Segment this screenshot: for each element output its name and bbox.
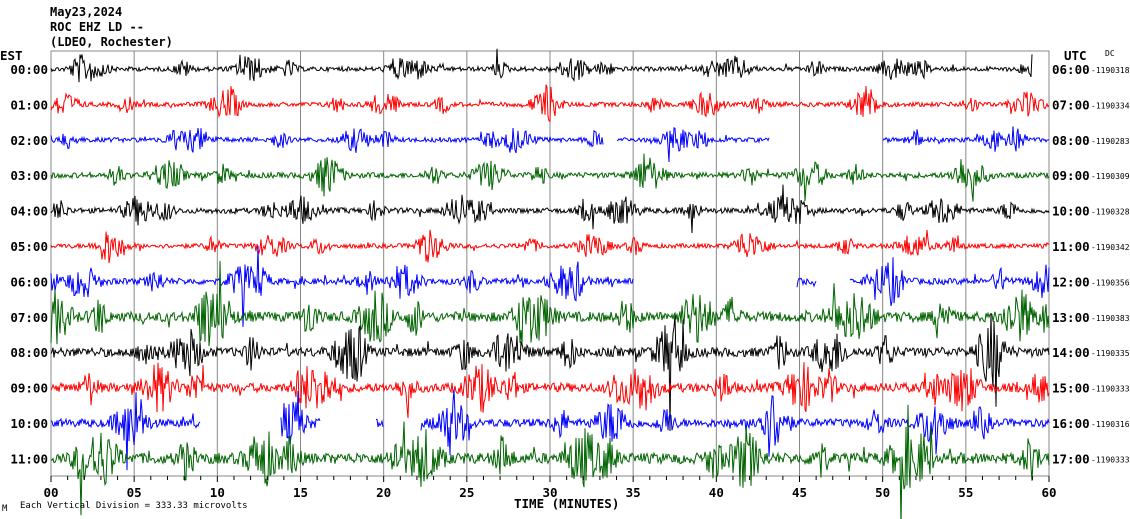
x-tick-label: 30 <box>542 485 557 500</box>
utc-hour-label: 11:00 <box>1052 239 1090 254</box>
utc-axis-title: UTC <box>1064 48 1087 63</box>
est-hour-label: 04:00 <box>10 204 48 219</box>
dc-offset-label: -1190383 <box>1091 314 1130 323</box>
utc-hour-label: 08:00 <box>1052 133 1090 148</box>
utc-hour-label: 14:00 <box>1052 345 1090 360</box>
dc-offset-label: -1190334 <box>1091 101 1130 110</box>
trace-1000 <box>50 389 1050 471</box>
network-label: (LDEO, Rochester) <box>50 35 173 49</box>
est-hour-label: 00:00 <box>10 62 48 77</box>
scale-note: Each Vertical Division = 333.33 microvol… <box>20 501 248 511</box>
x-tick-label: 40 <box>709 485 724 500</box>
x-axis: 00 05 10 15 20 25 30 35 40 45 50 55 60 <box>43 476 1057 500</box>
x-tick-label: 25 <box>459 485 474 500</box>
dc-offset-label: -1190316 <box>1091 420 1130 429</box>
est-hour-label: 10:00 <box>10 416 48 431</box>
est-hour-label: 09:00 <box>10 381 48 396</box>
est-hour-label: 08:00 <box>10 345 48 360</box>
trace-0100 <box>50 84 1050 123</box>
dc-offset-label: -1190333 <box>1091 385 1130 394</box>
trace-1100 <box>50 404 1050 519</box>
est-hour-label: 01:00 <box>10 97 48 112</box>
trace-0700 <box>50 260 1050 347</box>
est-hour-label: 06:00 <box>10 274 48 289</box>
dc-offset-label: -1190356 <box>1091 278 1130 287</box>
dc-title: DC <box>1105 49 1115 58</box>
dc-offset-label: -1190309 <box>1091 172 1130 181</box>
trace-0300 <box>50 153 1050 202</box>
trace-0200 <box>50 126 1049 163</box>
x-tick-label: 60 <box>1041 485 1056 500</box>
dc-offset-label: -1190318 <box>1091 66 1130 75</box>
est-hour-label: 05:00 <box>10 239 48 254</box>
est-axis-title: EST <box>0 48 23 63</box>
x-tick-label: 05 <box>127 485 142 500</box>
x-tick-label: 50 <box>875 485 890 500</box>
x-tick-label: 45 <box>792 485 807 500</box>
x-tick-label: 00 <box>43 485 58 500</box>
dc-offset-label: -1190328 <box>1091 208 1130 217</box>
utc-hour-label: 13:00 <box>1052 310 1090 325</box>
traces <box>51 49 1049 519</box>
grid-lines <box>133 51 967 476</box>
utc-hour-label: 12:00 <box>1052 274 1090 289</box>
corner-mark: M <box>2 504 8 514</box>
est-hour-label: 11:00 <box>10 451 48 466</box>
utc-hour-label: 16:00 <box>1052 416 1090 431</box>
dc-offset-label: -1190333 <box>1091 455 1130 464</box>
trace-0500 <box>50 229 1050 264</box>
utc-hour-label: 07:00 <box>1052 97 1090 112</box>
x-tick-label: 20 <box>376 485 391 500</box>
est-hour-label: 02:00 <box>10 133 48 148</box>
trace-0800 <box>50 313 1050 432</box>
dc-offset-label: -1190335 <box>1091 349 1130 358</box>
x-tick-label: 10 <box>210 485 225 500</box>
est-hour-label: 03:00 <box>10 168 48 183</box>
x-tick-label: 15 <box>293 485 308 500</box>
trace-0600 <box>50 245 1050 327</box>
utc-hour-label: 10:00 <box>1052 204 1090 219</box>
trace-0400 <box>50 184 1050 234</box>
utc-hour-label: 09:00 <box>1052 168 1090 183</box>
station-label: ROC EHZ LD -- <box>50 20 144 34</box>
utc-hour-label: 17:00 <box>1052 451 1090 466</box>
dc-offset-label: -1190342 <box>1091 243 1130 252</box>
trace-0900 <box>50 362 1050 419</box>
est-hour-label: 07:00 <box>10 310 48 325</box>
date-label: May23,2024 <box>50 5 122 19</box>
utc-hour-label: 06:00 <box>1052 62 1090 77</box>
dc-offset-label: -1190283 <box>1091 137 1130 146</box>
x-axis-title: TIME (MINUTES) <box>514 496 619 511</box>
x-tick-label: 55 <box>958 485 973 500</box>
utc-hour-label: 15:00 <box>1052 381 1090 396</box>
x-tick-label: 35 <box>626 485 641 500</box>
